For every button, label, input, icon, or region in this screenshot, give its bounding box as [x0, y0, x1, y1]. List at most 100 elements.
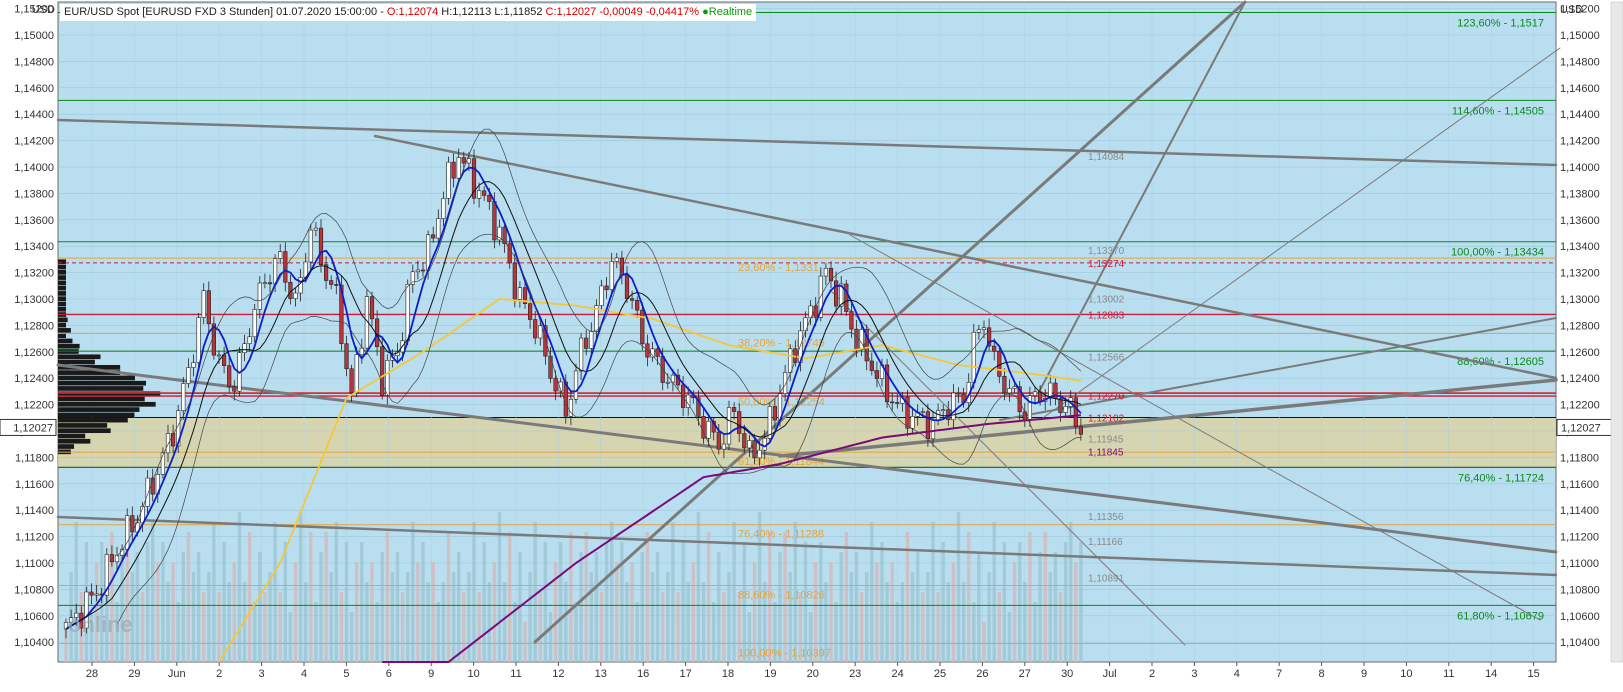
- volume-bar: [625, 582, 629, 662]
- change-value: -0,00049: [599, 6, 643, 18]
- volume-bar: [314, 602, 318, 662]
- candle: [747, 440, 752, 449]
- volume-bar: [227, 582, 231, 662]
- volume-bar: [492, 562, 497, 662]
- candle: [716, 431, 721, 450]
- y-tick-left: 1,11600: [15, 479, 54, 491]
- y-tick-right: 1,11200: [1560, 532, 1599, 544]
- candle: [629, 298, 635, 301]
- volume-bar: [834, 602, 838, 662]
- candle: [1078, 426, 1083, 435]
- volume-bar: [1023, 582, 1027, 662]
- volume-bar: [202, 592, 206, 662]
- x-tick-label: 14: [1485, 668, 1497, 680]
- y-tick-right: 1,15000: [1560, 30, 1600, 42]
- x-tick-label: 8: [1319, 668, 1325, 680]
- candle: [981, 327, 987, 330]
- y-tick-right: 1,13000: [1560, 294, 1600, 306]
- candle: [828, 267, 834, 282]
- candle: [104, 554, 109, 596]
- volume-bar: [905, 532, 910, 662]
- volume-bar: [140, 592, 145, 662]
- volume-profile-bar: [58, 401, 156, 407]
- candle: [737, 411, 742, 434]
- candle: [992, 345, 997, 352]
- volume-bar: [706, 532, 711, 662]
- volume-bar: [196, 552, 201, 662]
- y-tick-left: 1,14200: [14, 136, 54, 148]
- volume-bar: [217, 592, 221, 662]
- volume-bar: [900, 582, 905, 662]
- candle: [553, 378, 558, 392]
- candle: [323, 264, 329, 281]
- volume-bar: [304, 582, 308, 662]
- candle: [548, 355, 553, 379]
- volume-bar: [951, 562, 956, 662]
- volume-bar: [349, 612, 354, 662]
- volume-bar: [788, 572, 792, 662]
- candle: [951, 392, 956, 421]
- vertical-scrollbar[interactable]: [1610, 1, 1623, 663]
- low-value: L:1,11852: [494, 6, 543, 18]
- candle: [726, 407, 732, 445]
- volume-bar: [273, 522, 277, 662]
- candle: [849, 311, 854, 330]
- y-tick-left: 1,15000: [14, 30, 54, 42]
- ma-black-line: [65, 181, 1082, 630]
- candle: [242, 343, 247, 353]
- candle: [354, 354, 359, 394]
- volume-bar: [467, 572, 471, 662]
- candle: [614, 257, 619, 262]
- candle: [1007, 388, 1012, 394]
- volume-bar: [997, 592, 1001, 662]
- volume-bar: [987, 572, 991, 662]
- fib-green-label: 61,80% - 1,10679: [1457, 610, 1544, 622]
- y-tick-left: 1,14000: [14, 162, 54, 174]
- x-tick-label: 16: [637, 668, 649, 680]
- volume-bar: [1079, 542, 1083, 662]
- x-tick-label: Jul: [1103, 668, 1117, 680]
- y-tick-right: 1,12200: [1560, 400, 1600, 412]
- candle: [971, 331, 976, 383]
- ma-yellow-line: [218, 298, 1082, 663]
- change-pct-value: -0,04417%: [645, 6, 700, 18]
- candle: [594, 305, 599, 332]
- candle: [823, 267, 828, 277]
- y-tick-right: 1,13600: [1560, 215, 1600, 227]
- candle: [941, 409, 946, 411]
- volume-bar: [288, 612, 293, 662]
- volume-bar: [207, 572, 211, 662]
- volume-bar: [977, 552, 981, 662]
- candle: [767, 406, 772, 439]
- volume-bar: [436, 602, 440, 662]
- candle: [635, 300, 640, 311]
- y-tick-left: 1,13000: [14, 294, 54, 306]
- volume-bar: [370, 562, 374, 662]
- volume-profile-bar: [58, 444, 75, 449]
- volume-bar: [737, 592, 741, 662]
- candle: [920, 411, 925, 413]
- price-annotation: 1,11166: [1088, 537, 1123, 548]
- y-tick-left: 1,12400: [14, 373, 54, 385]
- candle: [252, 309, 257, 338]
- candle: [461, 157, 466, 164]
- candle: [533, 319, 538, 339]
- volume-bar: [752, 562, 757, 662]
- volume-bar: [839, 552, 843, 662]
- candle: [232, 386, 237, 392]
- fib-orange-label: 23,60% - 1,1331: [738, 262, 819, 274]
- candle: [721, 443, 726, 450]
- volume-profile-bar: [58, 296, 66, 302]
- candle: [527, 303, 533, 320]
- trend-line: [533, 0, 1247, 644]
- x-tick-label: 27: [1019, 668, 1031, 680]
- candle: [1032, 391, 1038, 396]
- x-tick-label: 11: [1443, 668, 1454, 680]
- candle: [431, 234, 436, 239]
- candle: [476, 190, 482, 199]
- volume-bar: [1002, 542, 1007, 662]
- volume-bar: [824, 582, 828, 662]
- volume-bar: [890, 562, 894, 662]
- volume-bar: [355, 562, 359, 662]
